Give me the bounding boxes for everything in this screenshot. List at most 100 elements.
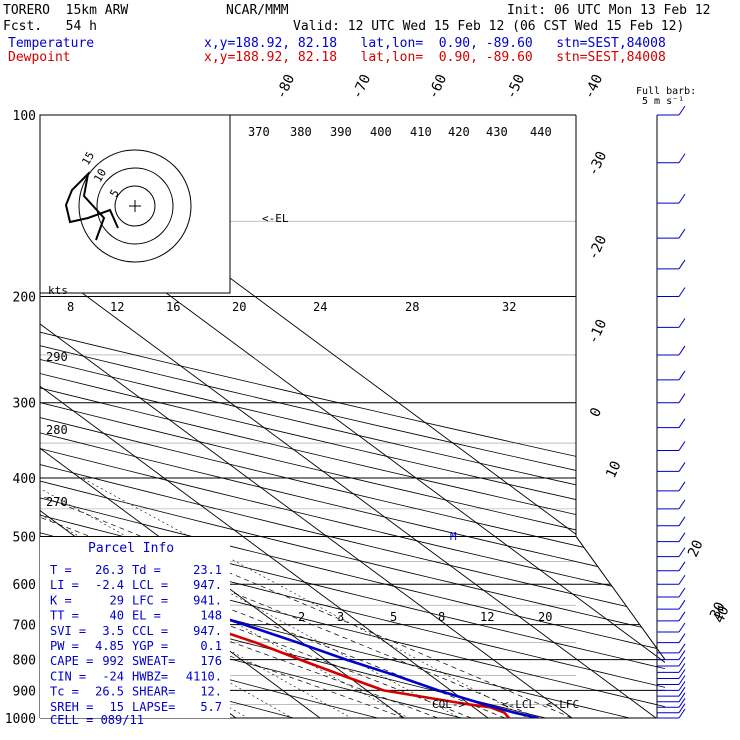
wind-barb-flag	[678, 441, 686, 451]
wind-barb	[657, 574, 686, 585]
col-marker: COL->	[432, 698, 465, 711]
isotherm-line	[40, 115, 422, 718]
parcel-label: LCL =	[132, 578, 168, 592]
wind-barb-flag	[678, 345, 686, 356]
mixing-ratio-label: 12	[480, 610, 494, 624]
dewpoint-profile-line	[40, 578, 510, 718]
wind-barb-flag	[678, 599, 686, 610]
parcel-value: 947.	[193, 624, 222, 638]
theta-tick-label: 370	[248, 125, 270, 139]
m-marker: M	[450, 530, 457, 543]
wind-barb	[657, 686, 686, 697]
wind-barb	[657, 418, 686, 429]
dry-adiabat	[40, 127, 665, 718]
dry-adiabat	[40, 127, 665, 718]
mixing-ratio-label: 2	[298, 610, 305, 624]
mixing-ratio-label: 16	[166, 300, 180, 314]
mixing-ratio-label: 3	[337, 610, 344, 624]
dry-adiabat	[40, 127, 665, 718]
parcel-label: SWEAT=	[132, 654, 175, 668]
moist-adiabat	[40, 296, 405, 718]
wind-barb-flag	[678, 622, 686, 633]
pressure-tick-label: 800	[13, 654, 36, 669]
theta-tick-label: 390	[330, 125, 352, 139]
mixing-ratio-label: 28	[405, 300, 419, 314]
dry-adiabat	[40, 127, 665, 718]
wind-barb-flag	[678, 318, 686, 328]
mixing-ratio-label: 24	[313, 300, 327, 314]
parcel-value: 4.85	[95, 639, 124, 653]
init-time: Init: 06 UTC Mon 13 Feb 12	[507, 3, 711, 18]
wind-barb-flag	[678, 105, 686, 116]
theta-tick-label: 440	[530, 125, 552, 139]
wind-barb-flag	[678, 675, 686, 685]
dry-adiabat	[40, 127, 665, 718]
parcel-value: 29	[110, 593, 124, 607]
isotherm-line	[40, 115, 590, 718]
parcel-label: SHEAR=	[132, 685, 175, 699]
wind-barb	[657, 259, 686, 270]
parcel-label: LI =	[50, 578, 79, 592]
theta-tick-label: 410	[410, 125, 432, 139]
wind-barb-flag	[678, 650, 686, 660]
parcel-value: 947.	[193, 578, 222, 592]
wind-barb	[657, 663, 686, 673]
wind-barb	[657, 516, 686, 527]
wind-barb-flag	[678, 499, 686, 510]
theta-tick-label: 400	[370, 125, 392, 139]
isotherm-tick-label: -80	[273, 72, 298, 102]
model-name: TORERO 15km ARW	[3, 3, 129, 18]
parcel-label: EL =	[132, 609, 161, 623]
wind-barb-flag	[678, 656, 686, 667]
wind-barb	[657, 345, 686, 356]
wind-barb	[657, 370, 686, 381]
mixing-ratio-line	[40, 477, 432, 718]
wind-barb-flag	[678, 462, 686, 472]
wind-barb-flag	[678, 228, 686, 239]
parcel-value: -24	[102, 669, 124, 683]
parcel-label: CCL =	[132, 624, 168, 638]
wind-barb	[657, 547, 686, 558]
parcel-value: 26.5	[95, 685, 124, 699]
parcel-value: 176	[200, 654, 222, 668]
wind-barb-flag	[678, 587, 686, 598]
wind-barb	[657, 643, 686, 654]
parcel-value: 992	[102, 654, 124, 668]
isotherm-tick-label: -50	[503, 72, 528, 102]
barb-legend-title: Full barb:	[636, 86, 696, 97]
wind-barb-flag	[678, 574, 686, 585]
parcel-info-box	[40, 537, 230, 718]
parcel-label: Tc =	[50, 685, 79, 699]
parcel-label: Td =	[132, 563, 161, 577]
wind-barb	[657, 650, 686, 661]
isotherm-tick-label: -30	[585, 149, 610, 179]
mixing-ratio-line	[81, 477, 552, 718]
hodograph-ring-label: 10	[91, 167, 109, 185]
wind-barb-flag	[678, 153, 686, 164]
wind-barb-flag	[678, 643, 686, 654]
wind-barb	[657, 318, 686, 328]
mixing-ratio-label: 12	[110, 300, 124, 314]
wind-barb-flag	[678, 698, 686, 708]
pressure-tick-label: 1000	[5, 712, 36, 727]
legend-temperature: Temperature	[8, 36, 95, 51]
mixing-ratio-label: 20	[232, 300, 246, 314]
parcel-label: K =	[50, 593, 72, 607]
isotherm-line	[40, 115, 665, 718]
parcel-label: YGP =	[132, 639, 168, 653]
wind-barb-flag	[678, 287, 686, 297]
parcel-value: 15	[110, 700, 124, 714]
wind-barb	[657, 611, 686, 622]
mixing-ratio-label: 8	[67, 300, 74, 314]
wind-barb	[657, 193, 686, 204]
parcel-label: CAPE =	[50, 654, 93, 668]
parcel-value: 5.7	[200, 700, 222, 714]
pressure-tick-label: 900	[13, 684, 36, 699]
dry-adiabat	[40, 127, 428, 718]
wind-barb-flag	[678, 633, 686, 643]
parcel-label: HWBZ=	[132, 669, 168, 683]
mixing-ratio-label: 5	[390, 610, 397, 624]
lcl-marker: <-LCL	[502, 698, 535, 711]
